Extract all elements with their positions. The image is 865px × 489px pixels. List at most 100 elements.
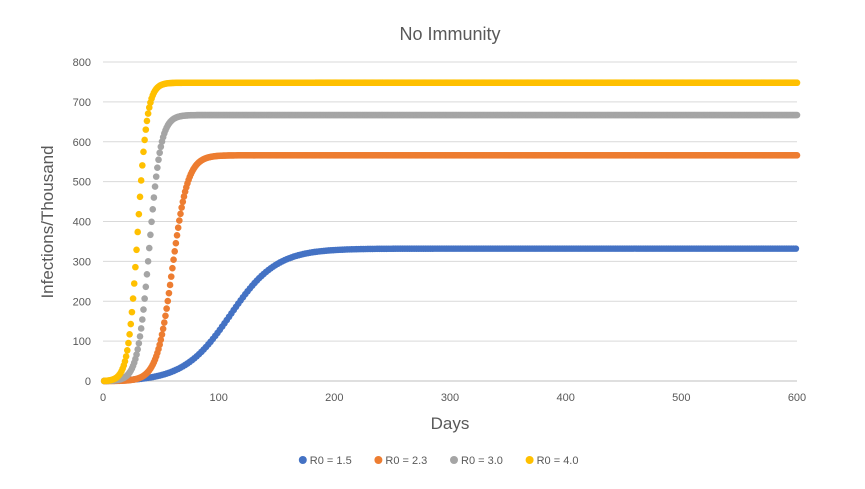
data-point	[141, 295, 148, 302]
x-tick-label: 200	[325, 392, 343, 404]
data-point	[167, 273, 175, 280]
x-tick-label: 500	[672, 392, 690, 404]
data-point	[172, 239, 180, 247]
data-point	[129, 295, 137, 302]
data-point	[173, 231, 181, 239]
legend-label: R0 = 3.0	[461, 455, 503, 467]
data-point	[793, 111, 801, 119]
legend-marker	[450, 456, 458, 464]
legend-item: R0 = 4.0	[525, 455, 579, 467]
data-point	[179, 198, 187, 206]
data-point	[137, 325, 145, 332]
data-point	[169, 264, 176, 272]
data-point	[137, 177, 145, 184]
data-point	[159, 325, 167, 333]
legend-label: R0 = 4.0	[537, 455, 579, 467]
data-point	[157, 336, 165, 344]
data-point	[139, 316, 146, 323]
data-point	[144, 110, 152, 117]
data-point	[143, 117, 151, 125]
x-tick-label: 400	[556, 392, 574, 404]
data-point	[134, 228, 141, 236]
y-tick-label: 100	[73, 336, 91, 348]
data-point	[133, 246, 140, 254]
data-point	[174, 224, 182, 232]
data-point	[145, 244, 153, 252]
data-point	[139, 162, 146, 169]
data-point	[133, 351, 140, 358]
data-point	[151, 183, 159, 190]
legend-item: R0 = 3.0	[450, 455, 503, 467]
data-point	[136, 333, 144, 340]
data-point	[164, 297, 172, 305]
series-4	[100, 79, 801, 385]
legend-marker	[298, 456, 307, 464]
x-axis-label: Days	[431, 414, 470, 433]
data-point	[126, 331, 133, 338]
data-point	[162, 312, 169, 320]
data-point	[143, 271, 151, 278]
x-tick-label: 300	[441, 392, 459, 404]
legend-marker	[525, 456, 534, 464]
data-point	[132, 263, 139, 271]
data-point	[123, 347, 131, 354]
data-point	[127, 320, 135, 328]
data-point	[136, 193, 144, 201]
data-point	[150, 194, 158, 201]
data-point	[147, 231, 154, 239]
data-point	[171, 248, 179, 255]
data-point	[135, 210, 143, 218]
data-point	[163, 305, 170, 312]
data-point	[144, 258, 152, 265]
legend-label: R0 = 2.3	[385, 455, 427, 467]
y-tick-label: 400	[73, 217, 91, 229]
data-point	[141, 136, 148, 144]
series-3	[100, 111, 801, 385]
x-tick-label: 600	[788, 392, 806, 404]
data-point	[177, 210, 184, 218]
y-tick-label: 600	[73, 137, 91, 149]
data-point	[122, 353, 130, 360]
x-tick-label: 100	[209, 392, 227, 404]
data-point	[155, 156, 162, 164]
data-point	[161, 319, 168, 326]
data-point	[170, 256, 177, 264]
data-point	[152, 173, 160, 180]
data-point	[154, 164, 161, 171]
y-tick-label: 800	[73, 57, 91, 69]
legend-marker	[374, 456, 383, 464]
chart-title: No Immunity	[399, 24, 500, 44]
axes: 0 100 200 300 400 500 600 700 800 0 100 200 300 400 50…	[73, 57, 807, 404]
data-point	[158, 331, 166, 338]
x-tick-label: 0	[100, 392, 106, 404]
y-tick-label: 700	[73, 97, 91, 109]
data-point	[176, 217, 183, 224]
data-point	[140, 306, 147, 313]
y-tick-label: 200	[73, 296, 91, 308]
data-point	[793, 152, 801, 159]
data-point	[121, 358, 129, 365]
series-2	[100, 152, 801, 385]
data-point	[178, 204, 185, 211]
legend-item: R0 = 2.3	[374, 455, 427, 467]
y-tick-label: 500	[73, 177, 91, 189]
data-point	[135, 340, 143, 347]
data-point	[142, 126, 150, 133]
legend-item: R0 = 1.5	[298, 455, 352, 467]
data-point	[130, 280, 138, 287]
data-point	[149, 206, 157, 213]
data-points	[100, 79, 801, 385]
legend-label: R0 = 1.5	[310, 455, 352, 467]
data-point	[157, 143, 165, 151]
data-point	[793, 79, 801, 87]
data-point	[125, 339, 132, 347]
data-point	[142, 283, 150, 291]
y-tick-label: 300	[73, 256, 91, 268]
data-point	[140, 148, 147, 156]
data-point	[792, 245, 800, 252]
data-point	[134, 346, 141, 353]
legend: R0 = 1.5 R0 = 2.3 R0 = 3.0 R0 = 4.0	[298, 455, 579, 467]
series-1	[100, 245, 800, 385]
